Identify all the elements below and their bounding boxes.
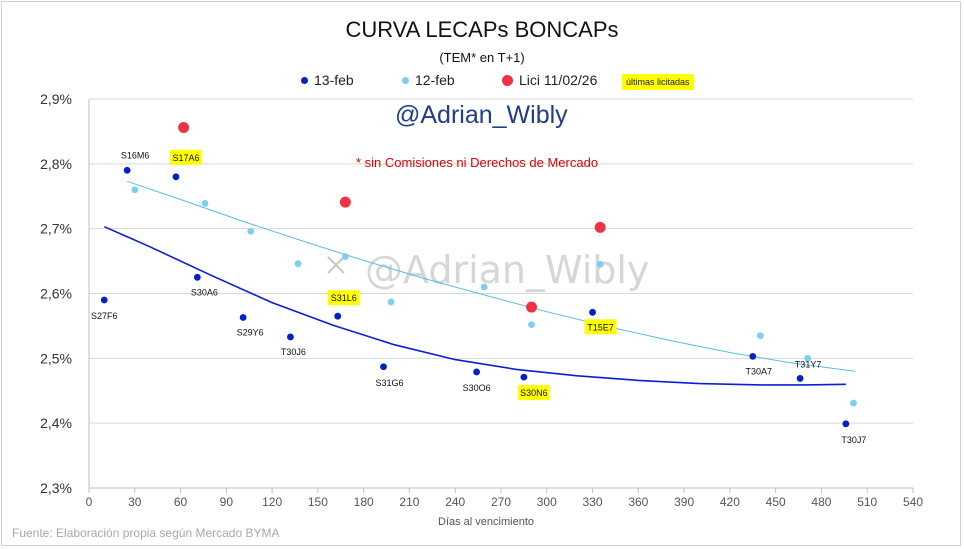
- author-handle: @Adrian_Wibly: [395, 101, 568, 129]
- point-13feb: [287, 333, 294, 341]
- point-label: S30O6: [463, 383, 491, 393]
- point-label: T30J7: [841, 435, 866, 445]
- legend-marker-12feb: [402, 76, 409, 84]
- x-tick-label: 90: [220, 495, 234, 509]
- legend-item-13feb: 13-feb: [301, 72, 354, 88]
- point-12feb: [201, 199, 209, 207]
- point-12feb: [596, 260, 604, 268]
- x-tick-label: 180: [354, 495, 374, 509]
- point-lici: [526, 301, 538, 313]
- chart-title: CURVA LECAPs BONCAPs: [345, 17, 619, 42]
- point-label: S31L6: [331, 293, 357, 303]
- point-label: S17A6: [172, 153, 199, 163]
- point-label: T15E7: [587, 322, 614, 332]
- x-tick-label: 390: [674, 495, 694, 509]
- point-label: S30N6: [520, 388, 548, 398]
- point-label: S31G6: [375, 378, 403, 388]
- point-13feb: [172, 173, 180, 181]
- point-12feb: [341, 253, 349, 260]
- point-12feb: [757, 332, 764, 340]
- point-13feb: [380, 363, 387, 371]
- legend-label-12feb: 12-feb: [415, 72, 455, 88]
- point-lici: [178, 122, 190, 134]
- point-label: T30J6: [281, 347, 306, 357]
- point-label: S27F6: [91, 311, 118, 321]
- point-12feb: [528, 321, 535, 329]
- point-12feb: [387, 298, 395, 306]
- x-tick-label: 0: [86, 495, 93, 509]
- x-tick-label: 210: [399, 495, 419, 509]
- point-13feb: [473, 368, 480, 376]
- label-highlight: [327, 290, 360, 306]
- point-12feb: [850, 399, 857, 407]
- chart-note: * sin Comisiones ni Derechos de Mercado: [356, 155, 599, 170]
- trendline-12feb: [126, 180, 856, 372]
- point-12feb: [131, 186, 139, 194]
- x-tick-label: 60: [174, 495, 188, 509]
- point-13feb: [100, 296, 108, 304]
- y-tick-label: 2,8%: [40, 156, 72, 172]
- point-13feb: [193, 273, 201, 281]
- x-tick-label: 420: [720, 495, 740, 509]
- watermark-center-text: @Adrian_Wibly: [365, 248, 649, 292]
- point-13feb: [123, 166, 131, 174]
- point-12feb: [480, 283, 488, 291]
- y-tick-label: 2,5%: [40, 350, 72, 366]
- y-tick-label: 2,6%: [40, 286, 72, 302]
- trendline-13feb: [103, 225, 846, 386]
- point-label: T30A7: [746, 366, 773, 376]
- legend-marker-lici: [502, 74, 513, 86]
- x-tick-label: 120: [262, 495, 282, 509]
- x-tick-label: 360: [628, 495, 648, 509]
- x-tick-label: 540: [903, 495, 923, 509]
- chart-subtitle: (TEM* en T+1): [439, 50, 525, 65]
- x-logo-icon: [327, 256, 345, 274]
- legend-item-12feb: 12-feb: [402, 72, 455, 88]
- label-highlight: [584, 319, 617, 335]
- y-tick-label: 2,3%: [40, 480, 72, 496]
- point-label: S29Y6: [237, 327, 264, 337]
- watermark-group: @Adrian_Wibly: [327, 248, 649, 292]
- point-13feb: [796, 375, 804, 382]
- x-tick-label: 450: [766, 495, 786, 509]
- x-tick-label: 30: [128, 495, 142, 509]
- label-highlight: [169, 149, 202, 165]
- point-13feb: [520, 373, 528, 381]
- source-note: Fuente: Elaboración propia según Mercado…: [12, 526, 280, 540]
- x-tick-label: 510: [857, 495, 877, 509]
- point-lici: [339, 196, 351, 208]
- legend-label-13feb: 13-feb: [314, 72, 354, 88]
- point-12feb: [804, 354, 812, 362]
- point-13feb: [334, 312, 342, 320]
- x-tick-label: 480: [811, 495, 831, 509]
- label-highlight: [517, 385, 550, 401]
- point-12feb: [294, 260, 302, 268]
- legend-label-lici: Lici 11/02/26: [519, 72, 598, 88]
- point-label: T31Y7: [795, 359, 822, 369]
- legend-item-lici: Lici 11/02/26: [502, 72, 597, 88]
- x-tick-label: 270: [491, 495, 511, 509]
- legend-marker-13feb: [301, 76, 308, 84]
- point-13feb: [239, 314, 247, 321]
- x-tick-label: 240: [445, 495, 465, 509]
- point-13feb: [589, 308, 596, 316]
- y-tick-label: 2,4%: [40, 415, 72, 431]
- point-13feb: [749, 352, 757, 360]
- point-label: S30A6: [191, 287, 218, 297]
- x-axis-title: Días al vencimiento: [438, 516, 534, 528]
- point-lici: [594, 221, 606, 233]
- y-tick-label: 2,7%: [40, 221, 72, 237]
- legend-highlight-box: últimas licitadas: [622, 74, 694, 90]
- x-tick-label: 150: [308, 495, 328, 509]
- point-label: S16M6: [121, 150, 150, 160]
- point-13feb: [842, 420, 850, 428]
- point-12feb: [247, 227, 255, 235]
- x-tick-label: 300: [537, 495, 557, 509]
- y-tick-label: 2,9%: [40, 91, 72, 107]
- x-tick-label: 330: [583, 495, 603, 509]
